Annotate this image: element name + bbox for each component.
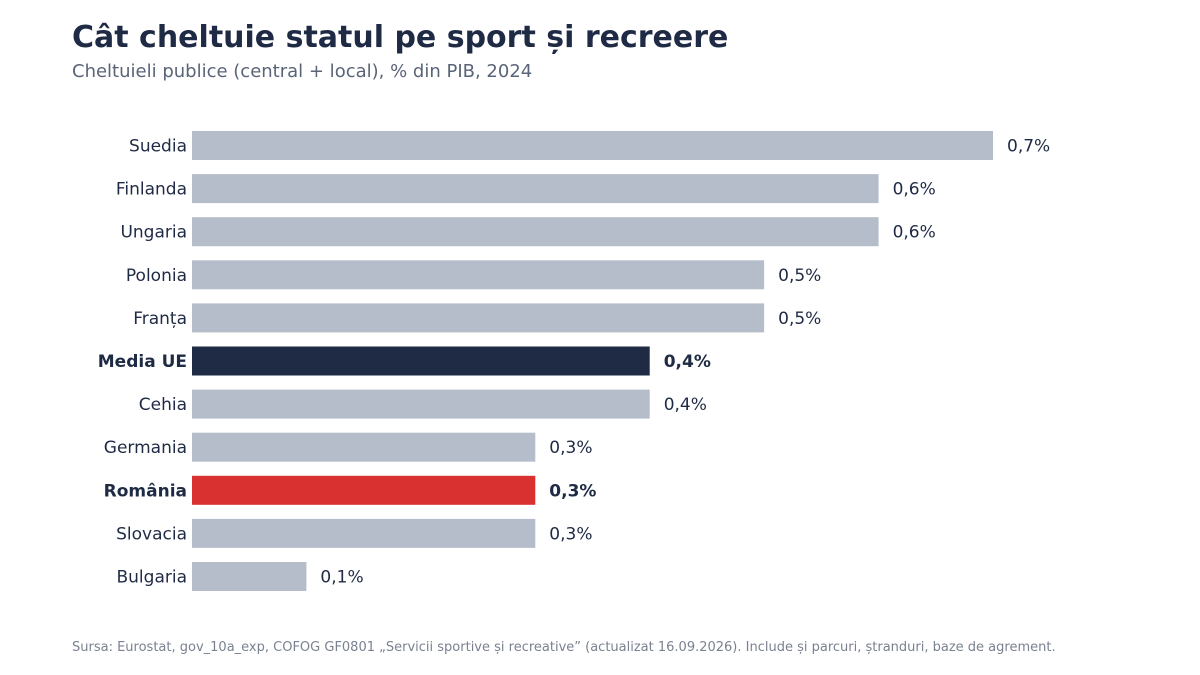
value-label: 0,1% bbox=[320, 568, 363, 588]
value-label: 0,3% bbox=[549, 438, 592, 458]
category-label: Germania bbox=[104, 438, 187, 458]
bar-franța bbox=[192, 303, 765, 333]
bar-cehia bbox=[192, 389, 650, 419]
category-label: Franța bbox=[133, 309, 187, 329]
category-label: România bbox=[104, 481, 187, 501]
bar-bulgaria bbox=[192, 562, 307, 591]
bars-group: Suedia 0,7% Finlanda 0,6% Ungaria 0,6% Polonia… bbox=[98, 131, 1050, 591]
bar-polonia bbox=[192, 260, 765, 290]
bar-ungaria bbox=[192, 217, 879, 247]
category-label: Suedia bbox=[129, 137, 187, 157]
bar-media-ue bbox=[192, 346, 650, 376]
category-label: Polonia bbox=[126, 266, 187, 286]
value-label: 0,3% bbox=[549, 481, 596, 501]
source-note: Sursa: Eurostat, gov_10a_exp, COFOG GF08… bbox=[72, 640, 1056, 655]
value-label: 0,5% bbox=[778, 266, 821, 286]
value-label: 0,7% bbox=[1007, 137, 1050, 157]
category-label: Slovacia bbox=[116, 524, 187, 544]
category-label: Finlanda bbox=[116, 180, 187, 200]
value-label: 0,4% bbox=[664, 395, 707, 415]
bar-suedia bbox=[192, 131, 993, 160]
chart-subtitle: Cheltuieli publice (central + local), % … bbox=[72, 61, 533, 82]
category-label: Bulgaria bbox=[117, 568, 188, 588]
bar-românia bbox=[192, 475, 536, 505]
category-label: Ungaria bbox=[120, 223, 187, 243]
category-label: Cehia bbox=[139, 395, 187, 415]
value-label: 0,5% bbox=[778, 309, 821, 329]
bar-germania bbox=[192, 432, 536, 462]
value-label: 0,4% bbox=[664, 352, 711, 372]
chart-title: Cât cheltuie statul pe sport și recreere bbox=[72, 20, 729, 55]
value-label: 0,3% bbox=[549, 524, 592, 544]
value-label: 0,6% bbox=[893, 180, 936, 200]
category-label: Media UE bbox=[98, 352, 187, 372]
bar-slovacia bbox=[192, 518, 536, 548]
value-label: 0,6% bbox=[893, 223, 936, 243]
bar-finlanda bbox=[192, 174, 879, 204]
